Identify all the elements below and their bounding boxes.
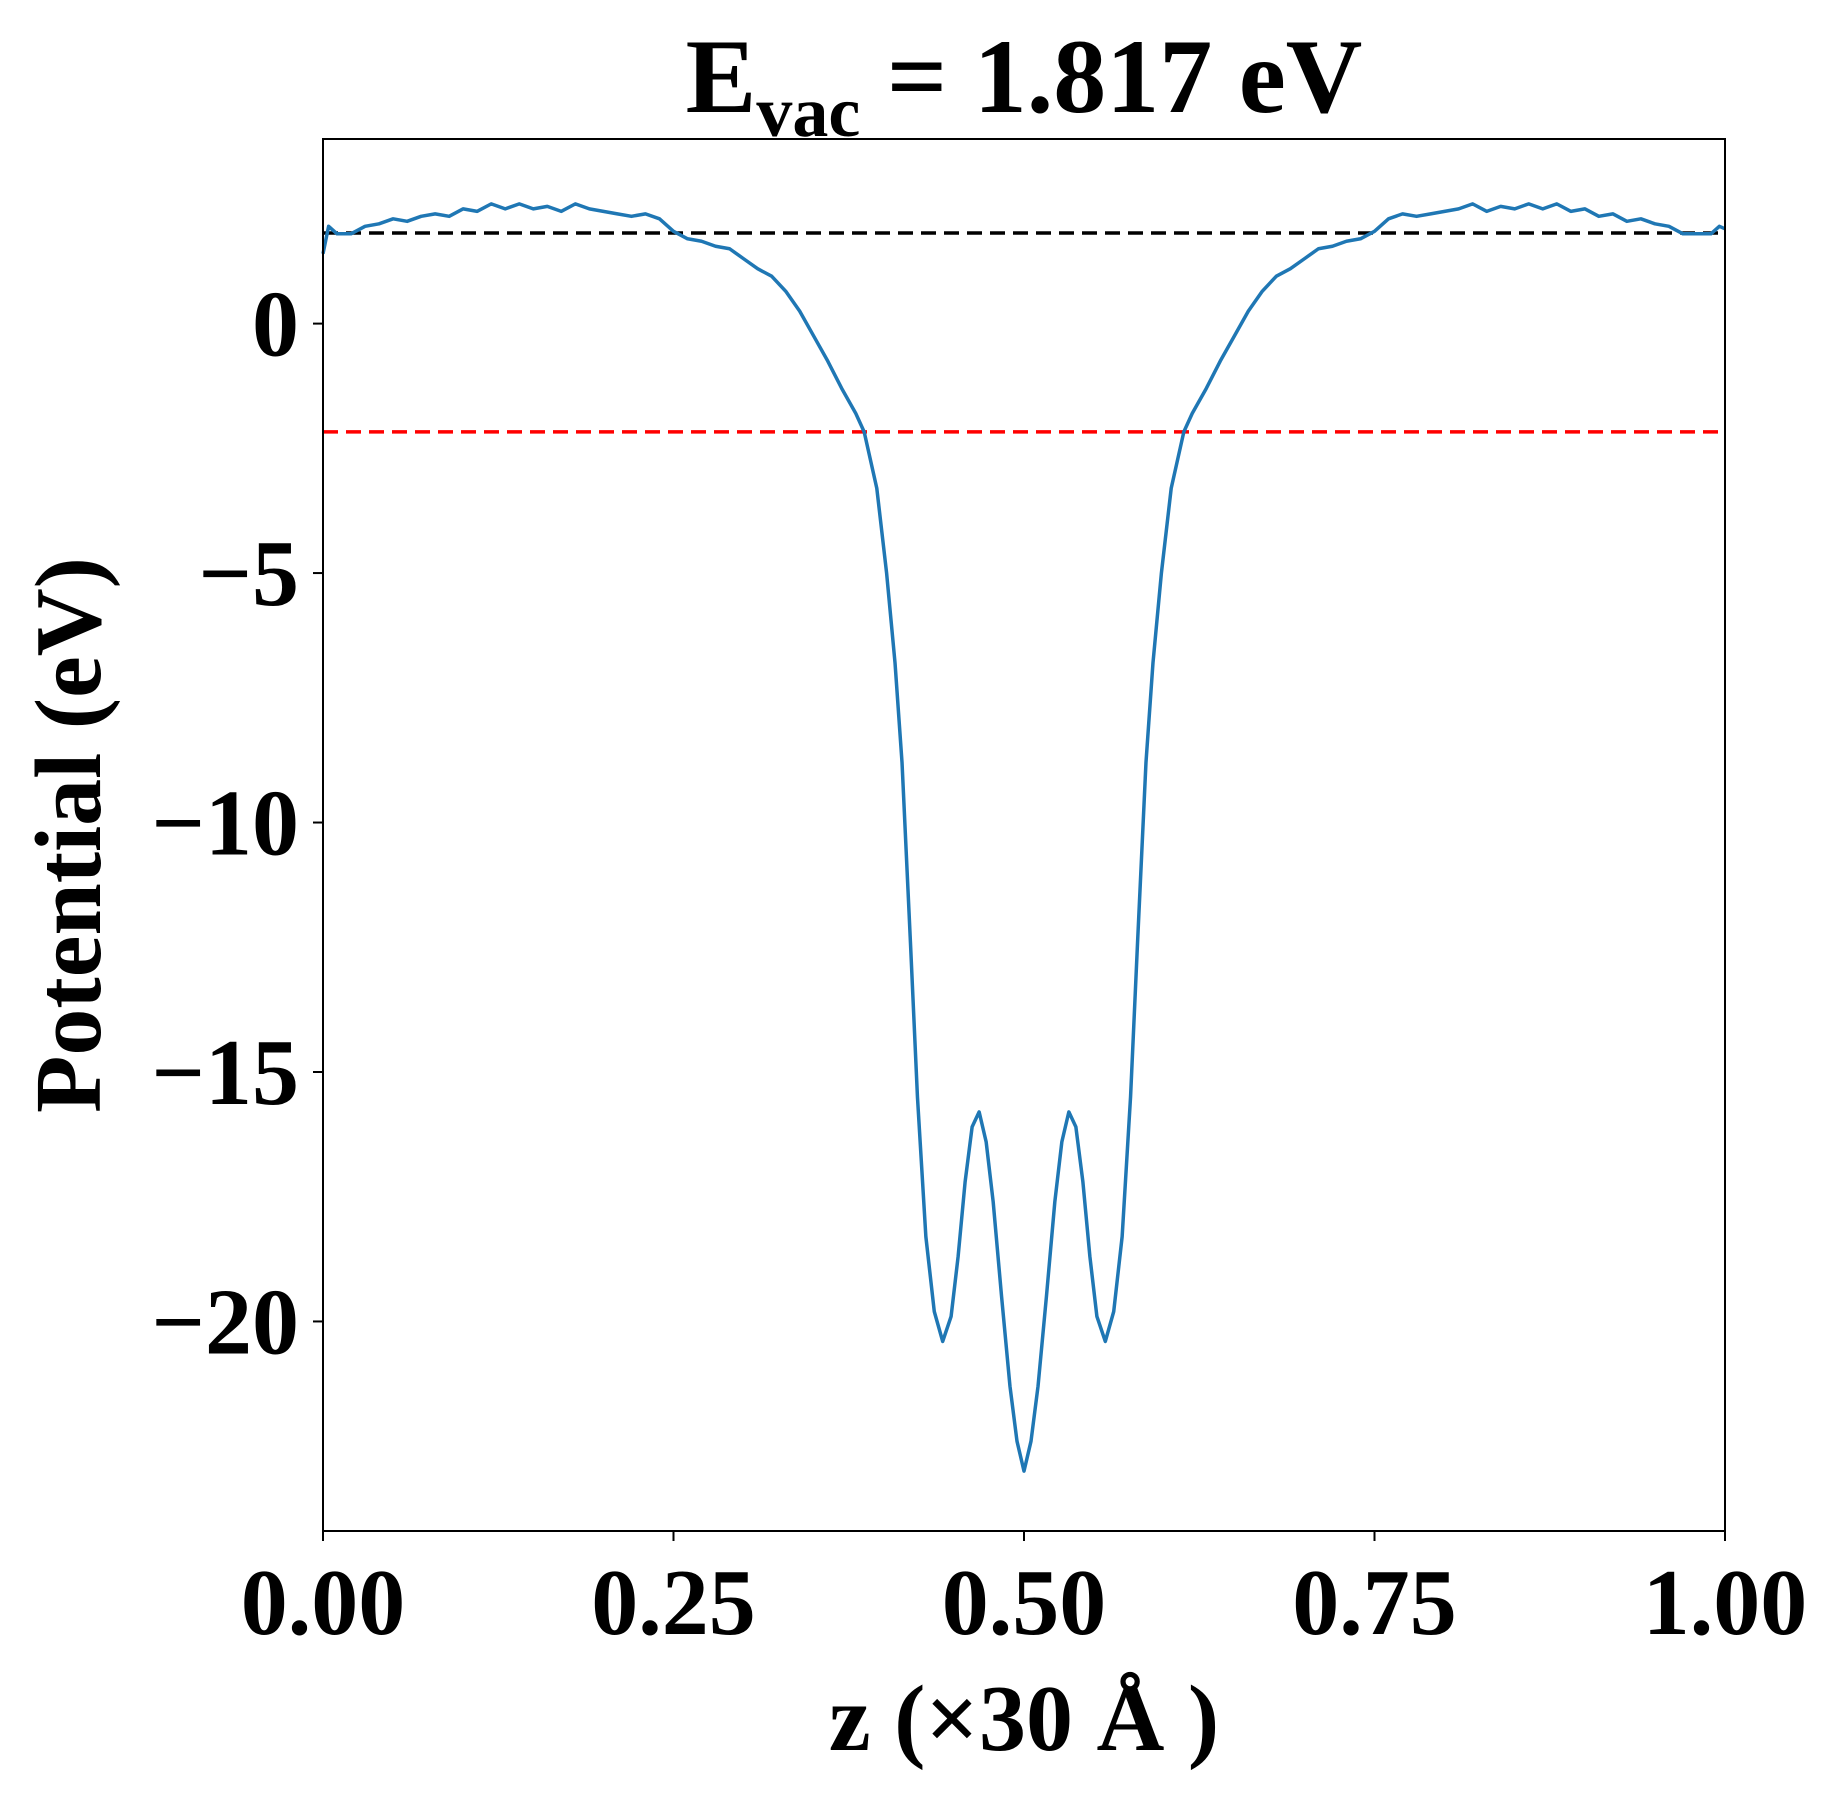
title-rest: = 1.817 eV [860, 18, 1362, 135]
data-line [321, 202, 1726, 1473]
y-axis-label: Potential (eV) [17, 557, 121, 1113]
y-tick-label: −15 [151, 1021, 299, 1125]
x-tick-label: 0.25 [591, 1551, 756, 1655]
y-tick-label: −5 [198, 522, 299, 626]
y-tick-label: 0 [252, 273, 299, 377]
y-tick-label: −10 [151, 772, 299, 876]
x-tick-label: 1.00 [1643, 1551, 1808, 1655]
plot-frame [322, 138, 1726, 1532]
x-axis-label: z (×30 Å ) [829, 1667, 1219, 1771]
y-tick-label: −20 [151, 1270, 299, 1374]
title-main: E [686, 18, 757, 135]
x-tick-label: 0.00 [241, 1551, 406, 1655]
x-tick-label: 0.50 [942, 1551, 1107, 1655]
x-tick-label: 0.75 [1292, 1551, 1457, 1655]
chart-title: Evac = 1.817 eV [686, 18, 1363, 152]
